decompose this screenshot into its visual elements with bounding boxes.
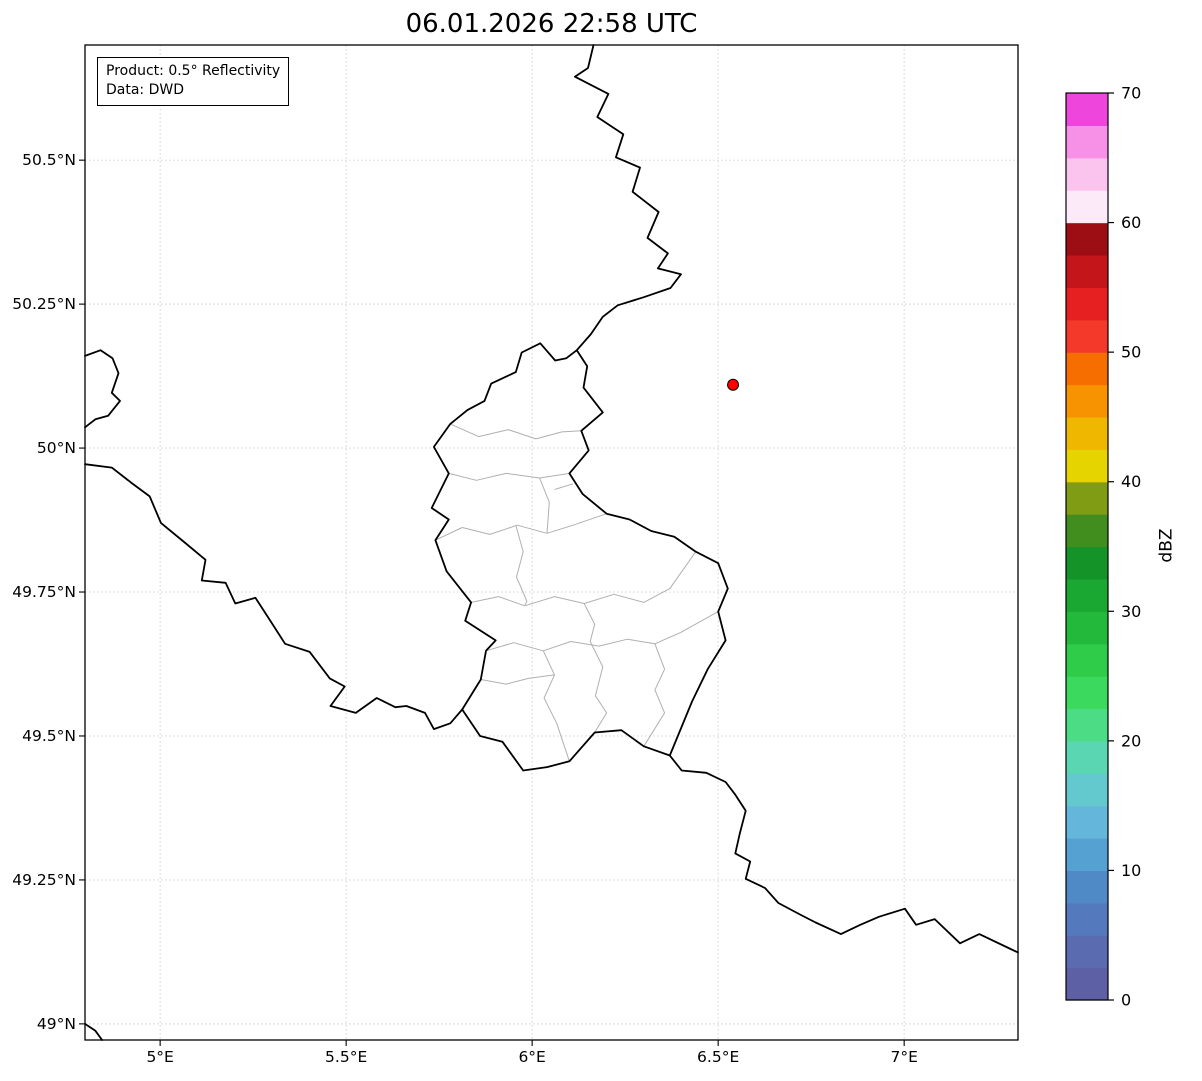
colorbar-band	[1066, 481, 1108, 515]
x-tick-label: 5.5°E	[325, 1048, 367, 1066]
colorbar-tick-label: 70	[1121, 84, 1141, 103]
district-border	[448, 472, 570, 481]
colorbar-band	[1066, 93, 1108, 126]
y-tick-label: 49.25°N	[12, 871, 76, 889]
y-tick-label: 50.25°N	[12, 295, 76, 313]
colorbar-band	[1066, 254, 1108, 288]
y-tick-label: 50°N	[37, 439, 76, 457]
colorbar-band	[1066, 287, 1108, 321]
plot-frame	[84, 44, 1019, 1041]
y-tick-label: 49.5°N	[22, 727, 76, 745]
national-border	[430, 342, 729, 772]
x-tick-label: 6.5°E	[697, 1048, 739, 1066]
colorbar-band	[1066, 384, 1108, 418]
colorbar-band	[1066, 676, 1108, 710]
colorbar-band	[1066, 319, 1108, 353]
district-border	[542, 650, 570, 762]
colorbar-band	[1066, 740, 1108, 774]
colorbar-band	[1066, 222, 1108, 256]
colorbar-band	[1066, 708, 1108, 742]
data-source-line: Data: DWD	[106, 82, 184, 99]
product-info-box: Product: 0.5° Reflectivity Data: DWD	[97, 57, 290, 106]
national-border	[84, 349, 121, 429]
colorbar-band	[1066, 838, 1108, 872]
colorbar-unit-label: dBZ	[1156, 528, 1177, 563]
y-tick-label: 49.75°N	[12, 583, 76, 601]
colorbar-band	[1066, 514, 1108, 548]
district-border	[485, 611, 719, 652]
colorbar-band	[1066, 157, 1108, 191]
colorbar-band	[1066, 805, 1108, 839]
colorbar-band	[1066, 352, 1108, 386]
colorbar-tick-label: 10	[1121, 861, 1141, 880]
district-border	[515, 525, 528, 607]
colorbar-band	[1066, 870, 1108, 904]
district-border	[450, 423, 582, 440]
y-tick-label: 49°N	[37, 1015, 76, 1033]
colorbar-band	[1066, 902, 1108, 936]
district-border	[539, 477, 550, 534]
national-border	[84, 1023, 103, 1041]
colorbar-band	[1066, 611, 1108, 645]
product-info-line: Product: 0.5° Reflectivity	[106, 63, 281, 79]
colorbar-band	[1066, 190, 1108, 224]
colorbar-tick-label: 40	[1121, 472, 1141, 491]
colorbar-frame	[1065, 92, 1109, 1001]
figure-title: 06.01.2026 22:58 UTC	[405, 9, 698, 39]
colorbar-band	[1066, 416, 1108, 450]
colorbar-band	[1066, 546, 1108, 580]
colorbar-tick-label: 30	[1121, 602, 1141, 621]
colorbar-tick-label: 20	[1121, 731, 1141, 750]
x-tick-label: 5°E	[146, 1048, 173, 1066]
colorbar-band	[1066, 125, 1108, 159]
y-tick-label: 50.5°N	[22, 151, 76, 169]
national-border	[574, 44, 682, 352]
colorbar-band	[1066, 449, 1108, 483]
colorbar-band	[1066, 935, 1108, 969]
district-border	[435, 513, 607, 541]
colorbar-band	[1066, 578, 1108, 612]
colorbar-band	[1066, 643, 1108, 677]
national-border	[84, 463, 464, 730]
national-border	[668, 754, 1019, 954]
x-tick-label: 6°E	[518, 1048, 545, 1066]
district-border	[480, 674, 555, 685]
colorbar-tick-label: 50	[1121, 343, 1141, 362]
plot-background	[85, 45, 1018, 1040]
radar-site-marker	[727, 378, 740, 391]
district-border	[643, 643, 666, 747]
colorbar-band	[1066, 773, 1108, 807]
x-tick-label: 7°E	[890, 1048, 917, 1066]
colorbar-band	[1066, 967, 1108, 1001]
colorbar-tick-label: 0	[1121, 991, 1131, 1010]
colorbar-tick-label: 60	[1121, 213, 1141, 232]
district-border	[554, 483, 574, 490]
district-border	[583, 603, 608, 733]
